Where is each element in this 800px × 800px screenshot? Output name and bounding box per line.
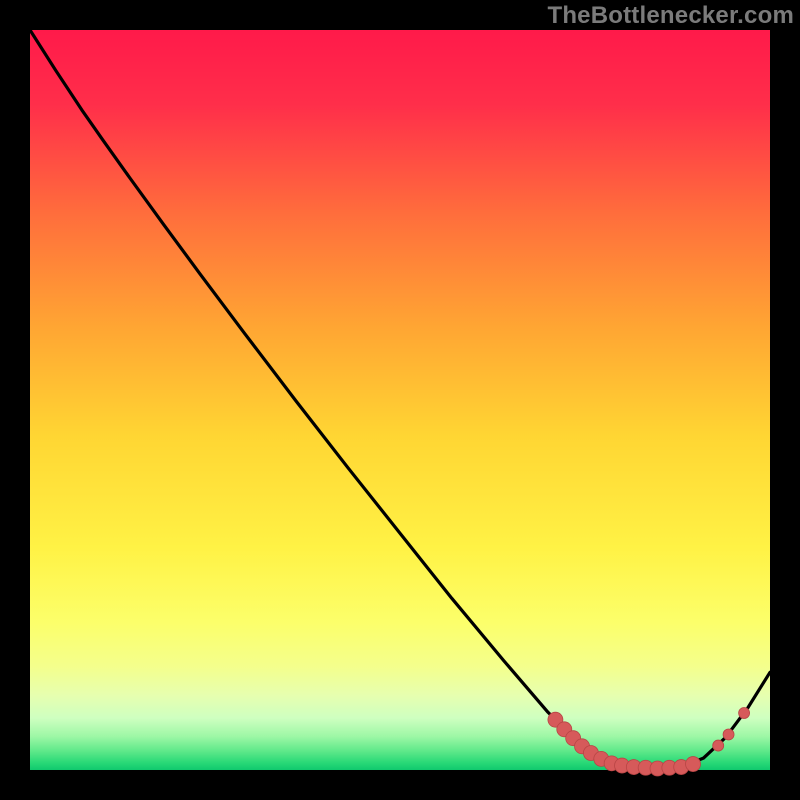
attribution-watermark: TheBottlenecker.com xyxy=(547,2,794,30)
chart-container: TheBottlenecker.com xyxy=(0,0,800,800)
curve-marker xyxy=(723,729,734,740)
curve-marker xyxy=(713,740,724,751)
curve-marker xyxy=(739,708,750,719)
curve-marker xyxy=(686,757,701,772)
bottleneck-curve-chart xyxy=(0,0,800,800)
plot-background-gradient xyxy=(30,30,770,770)
